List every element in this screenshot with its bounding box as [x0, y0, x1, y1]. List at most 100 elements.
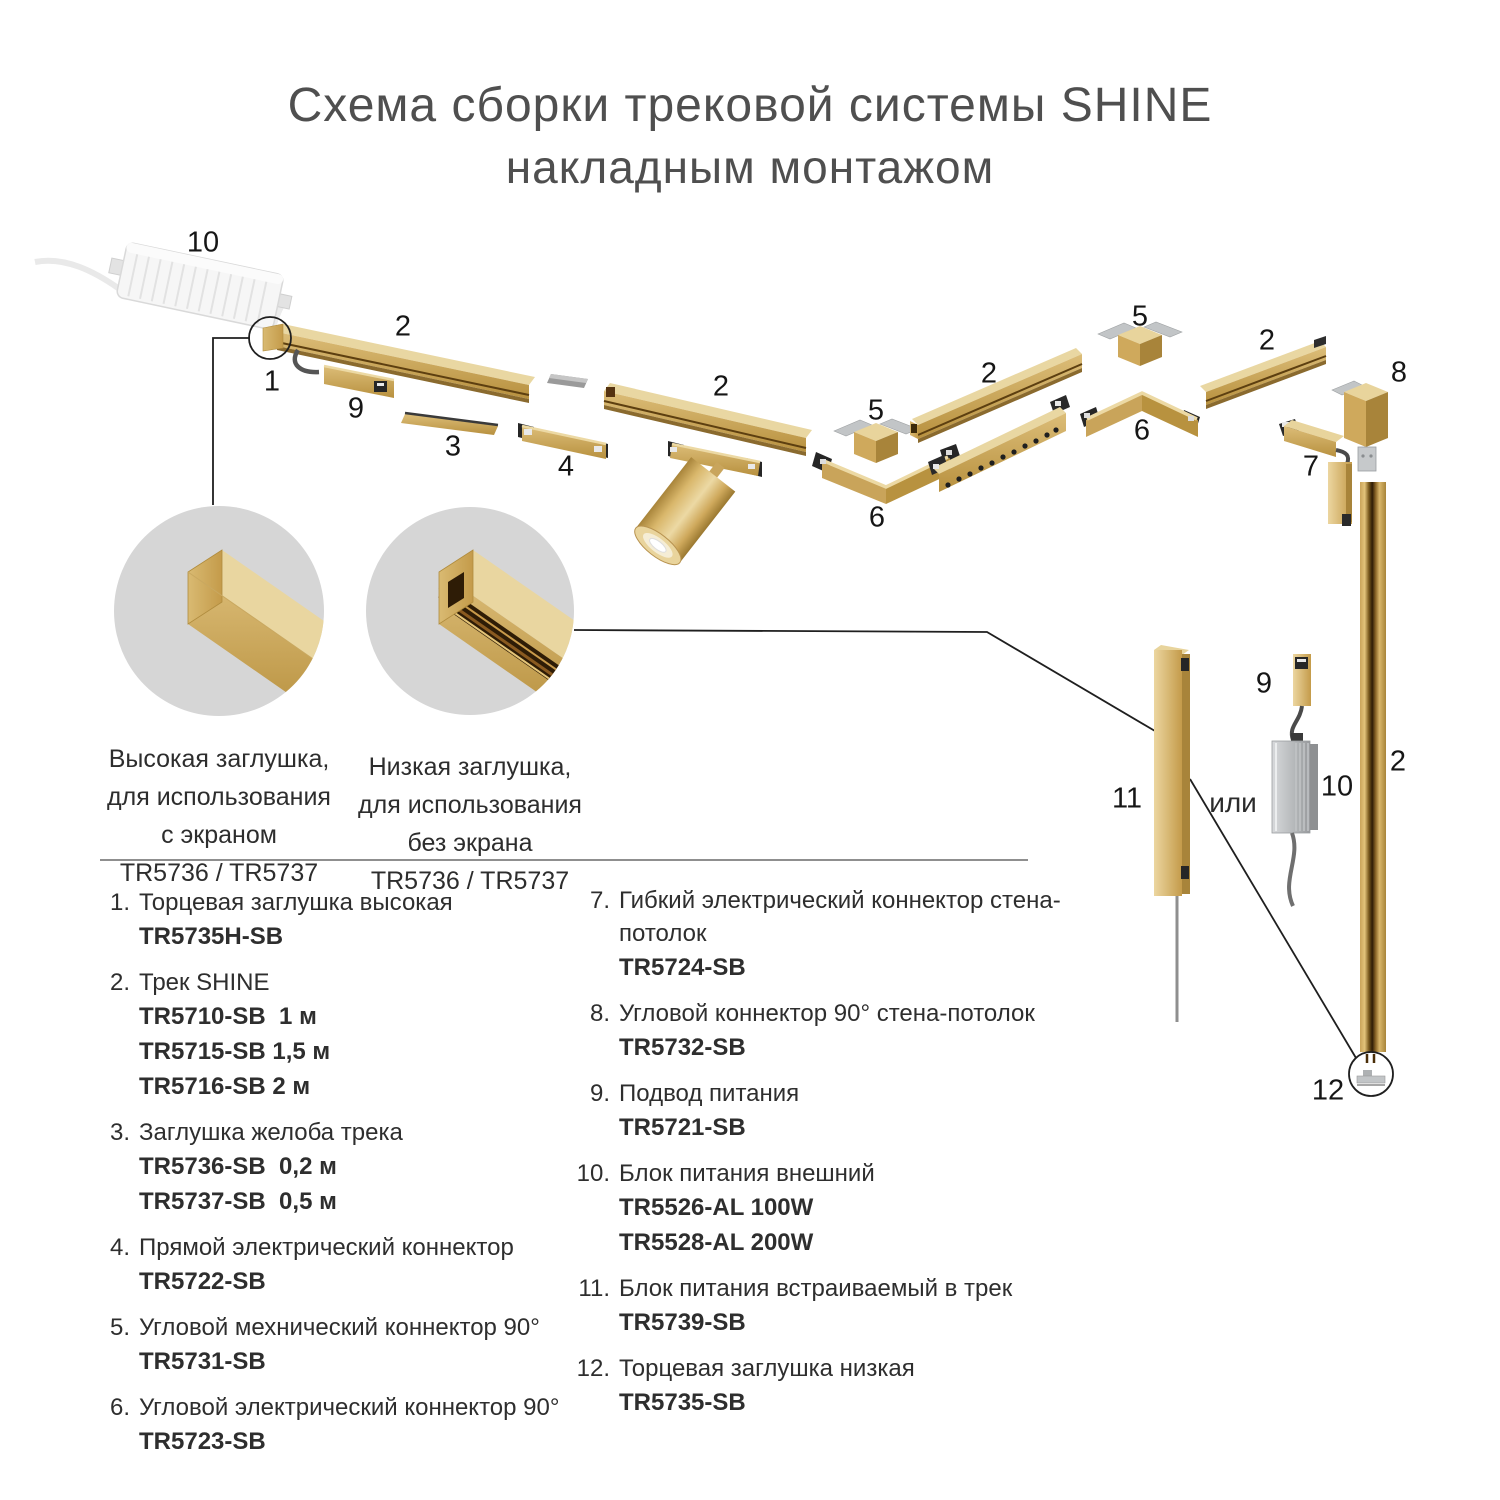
part-code: TR5716-SB 2 м: [139, 1073, 311, 1100]
part-name: Угловой электрический коннектор 90°: [139, 1394, 560, 1421]
part-item-6: 6. Угловой электрический коннектор 90° T…: [100, 1391, 570, 1459]
label-10-b: 10: [1320, 770, 1354, 803]
part-code: TR5732-SB: [619, 1034, 746, 1061]
part-name: Подвод питания: [619, 1080, 800, 1107]
power-supply-external-top: [34, 242, 293, 333]
part-number: 6.: [109, 1394, 130, 1421]
part-number: 2.: [109, 969, 130, 996]
label-8: 8: [1390, 356, 1408, 389]
part-number: 5.: [109, 1314, 130, 1341]
track-segment-left: [262, 323, 535, 403]
title-line-2: накладным монтажом: [505, 141, 995, 193]
part-name: Блок питания встраиваемый в трек: [619, 1275, 1013, 1302]
track-groove-plug: [401, 411, 499, 435]
part-name: Угловой коннектор 90° стена-потолок: [619, 1000, 1035, 1027]
part-code: TR5737-SB 0,5 м: [139, 1188, 337, 1215]
label-1: 1: [263, 365, 281, 398]
corner-mechanical-connector-center: [833, 418, 919, 463]
label-5-a: 5: [867, 394, 885, 427]
part-name: Трек SHINE: [139, 969, 270, 996]
caption-low-line-3: без экрана: [407, 829, 533, 857]
callout-low-cap: [366, 507, 574, 715]
part-number: 3.: [109, 1119, 130, 1146]
part-code: TR5722-SB: [139, 1268, 266, 1295]
corner-mechanical-connector-topright: [1097, 321, 1183, 366]
label-7: 7: [1302, 450, 1320, 483]
part-name: Блок питания внешний: [619, 1160, 875, 1187]
part-item-2: 2. Трек SHINE TR5710-SB 1 м TR5715-SB 1,…: [100, 966, 570, 1104]
straight-electrical-connector: [518, 423, 608, 459]
part-code: TR5721-SB: [619, 1114, 746, 1141]
part-code: TR5724-SB: [619, 954, 746, 981]
part-number: 1.: [109, 889, 130, 916]
part-item-10: 10. Блок питания внешний TR5526-AL 100W …: [570, 1157, 1130, 1260]
part-number: 8.: [589, 1000, 610, 1027]
label-2-d: 2: [1258, 324, 1276, 357]
part-item-11: 11. Блок питания встраиваемый в трек TR5…: [570, 1272, 1130, 1340]
part-item-9: 9. Подвод питания TR5721-SB: [570, 1077, 1130, 1145]
power-feed-connector-left: [292, 348, 395, 398]
page-title: Схема сборки трековой системы SHINE накл…: [0, 78, 1500, 194]
part-name: Заглушка желоба трека: [139, 1119, 403, 1146]
label-3: 3: [444, 430, 462, 463]
caption-low-line-1: Низкая заглушка,: [368, 753, 572, 781]
label-5-b: 5: [1131, 300, 1149, 333]
track-segment-center: [603, 383, 812, 456]
part-item-3: 3. Заглушка желоба трека TR5736-SB 0,2 м…: [100, 1116, 570, 1219]
linear-track-light: [928, 395, 1070, 492]
caption-high-line-4: TR5736 / TR5737: [119, 859, 319, 887]
part-name: Гибкий электрический коннектор стена-пот…: [619, 887, 1061, 947]
power-supply-external-bottom: [1271, 733, 1318, 907]
endcap-high-callout-circle: [248, 316, 292, 360]
corner-connector-wall-ceiling: [1331, 380, 1388, 472]
part-name: Торцевая заглушка низкая: [619, 1355, 915, 1382]
track-segment-right-run: [910, 348, 1083, 443]
part-code: TR5528-AL 200W: [619, 1229, 814, 1256]
part-code: TR5710-SB 1 м: [139, 1003, 317, 1030]
part-item-12: 12. Торцевая заглушка низкая TR5735-SB: [570, 1352, 1130, 1420]
part-name: Угловой мехнический коннектор 90°: [139, 1314, 540, 1341]
power-feed-connector-bottom: [1289, 654, 1311, 741]
caption-high-line-2: для использования: [107, 783, 331, 811]
part-code: TR5715-SB 1,5 м: [139, 1038, 331, 1065]
small-connector-plate: [547, 374, 588, 388]
part-code: TR5735-SB: [619, 1389, 746, 1416]
label-9-a: 9: [347, 392, 365, 425]
label-12: 12: [1311, 1074, 1345, 1107]
power-supply-in-track: [1154, 645, 1190, 1022]
part-number: 12.: [576, 1355, 610, 1382]
label-6-a: 6: [868, 501, 886, 534]
label-6-b: 6: [1133, 414, 1151, 447]
label-2-a: 2: [394, 310, 412, 343]
leader-lines: [212, 337, 1357, 1059]
part-item-4: 4. Прямой электрический коннектор TR5722…: [100, 1231, 570, 1299]
part-code: TR5739-SB: [619, 1309, 746, 1336]
label-2-b: 2: [712, 370, 730, 403]
part-name: Прямой электрический коннектор: [139, 1234, 514, 1261]
part-number: 9.: [589, 1080, 610, 1107]
label-11: 11: [1111, 782, 1143, 815]
part-item-7: 7. Гибкий электрический коннектор стена-…: [570, 884, 1130, 985]
part-number: 4.: [109, 1234, 130, 1261]
caption-low-cap: Низкая заглушка, для использования без э…: [310, 748, 630, 900]
part-item-8: 8. Угловой коннектор 90° стена-потолок T…: [570, 997, 1130, 1065]
part-item-1: 1. Торцевая заглушка высокая TR5735H-SB: [100, 886, 570, 954]
corner-electrical-connector-topright: [1080, 391, 1200, 437]
part-code: TR5736-SB 0,2 м: [139, 1153, 337, 1180]
title-line-1: Схема сборки трековой системы SHINE: [287, 79, 1213, 132]
label-2-e: 2: [1389, 745, 1407, 778]
part-item-5: 5. Угловой мехнический коннектор 90° TR5…: [100, 1311, 570, 1379]
callout-high-cap: [114, 506, 324, 716]
label-9-b: 9: [1255, 667, 1273, 700]
caption-high-line-3: с экраном: [161, 821, 277, 849]
part-code: TR5731-SB: [139, 1348, 266, 1375]
track-segment-upper-right: [1200, 336, 1327, 409]
label-4: 4: [557, 450, 575, 483]
caption-high-line-1: Высокая заглушка,: [108, 745, 330, 773]
part-number: 7.: [589, 887, 610, 914]
label-2-c: 2: [980, 357, 998, 390]
parts-list-right: 7. Гибкий электрический коннектор стена-…: [570, 884, 1130, 1432]
part-code: TR5723-SB: [139, 1428, 266, 1455]
